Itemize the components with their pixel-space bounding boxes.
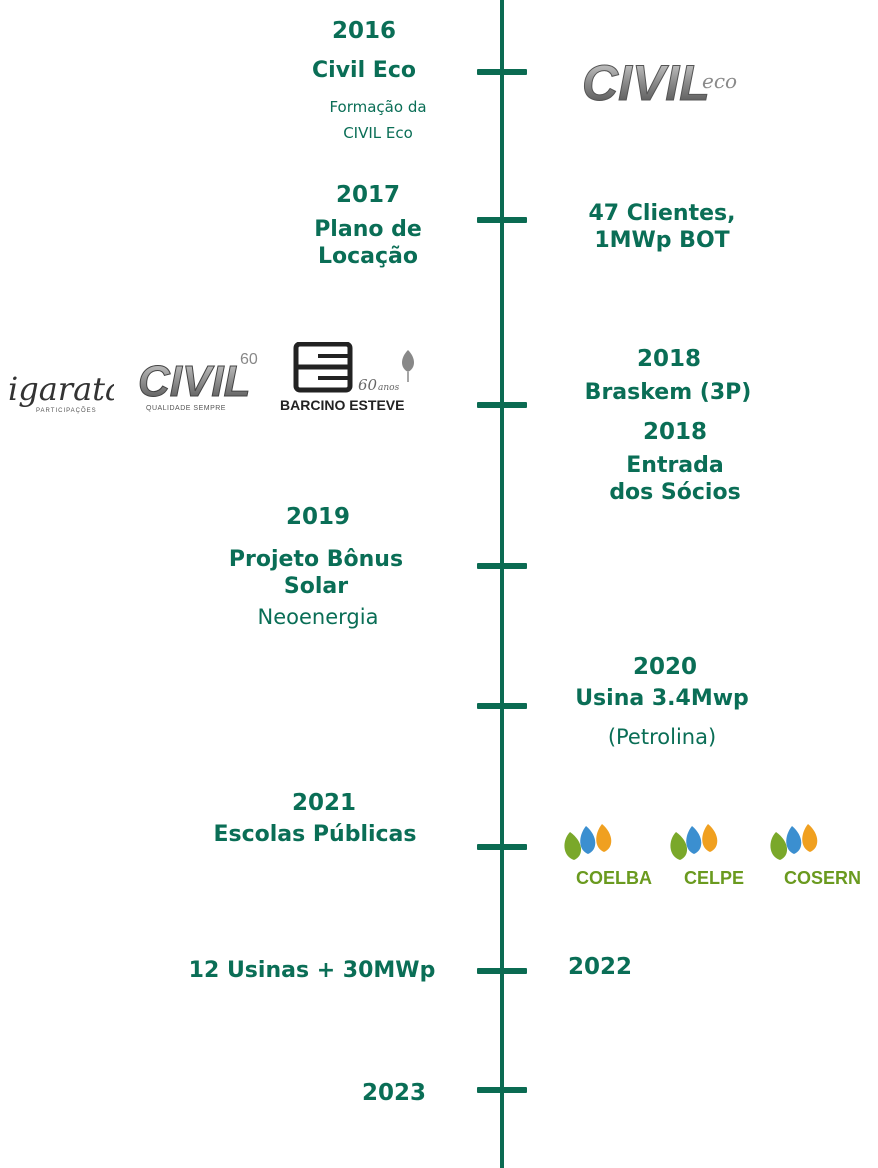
event-desc-line2: CIVIL Eco (343, 124, 413, 142)
event-title-2019: Projeto Bônus Solar (214, 546, 418, 600)
event-title-socios: Entrada dos Sócios (580, 452, 770, 506)
event-right-line1: 47 Clientes, (588, 201, 736, 226)
event-title-2017: Plano de Locação (290, 216, 446, 270)
drop-icon (802, 824, 818, 852)
event-title-line1: Projeto Bônus (228, 547, 404, 572)
event-title-line2: Solar (283, 574, 349, 599)
tick-2022 (477, 968, 527, 974)
leaf-icon (770, 832, 788, 860)
drop-icon (786, 826, 802, 854)
tick-2018 (477, 402, 527, 408)
leaf-icon (564, 832, 582, 860)
celpe-logo: CELPE (666, 820, 762, 890)
event-subtitle-neoenergia: Neoenergia (257, 605, 379, 629)
barcino-esteve-logo: 60 anos BARCINO ESTEVE (278, 341, 430, 416)
year-2020: 2020 (632, 654, 697, 680)
event-desc-2016: Formação da CIVIL Eco (300, 94, 456, 146)
event-title-braskem: Braskem (3P) (584, 380, 752, 405)
drop-icon (580, 826, 596, 854)
event-title-line2: dos Sócios (609, 480, 741, 505)
civil60-logo: CIVIL 60 QUALIDADE SEMPRE (136, 346, 266, 416)
civil-eco-logo: CIVIL eco (580, 54, 750, 112)
drop-icon (686, 826, 702, 854)
tick-2023 (477, 1087, 527, 1093)
year-2023: 2023 (361, 1080, 426, 1106)
year-2022: 2022 (567, 954, 632, 980)
event-title-line2: Locação (317, 244, 419, 269)
barcino-60: 60 (358, 376, 378, 394)
event-title-escolas: Escolas Públicas (213, 822, 417, 847)
event-right-2017: 47 Clientes, 1MWp BOT (562, 200, 762, 254)
year-2021: 2021 (291, 790, 356, 816)
event-desc-line1: Formação da (329, 98, 427, 116)
drop-icon (596, 824, 612, 852)
coelba-text: COELBA (576, 868, 652, 888)
igarata-logo: igaratá PARTICIPAÇÕES (6, 362, 124, 432)
tick-2019 (477, 563, 527, 569)
timeline-axis (500, 0, 504, 1168)
igarata-logo-text: igaratá (8, 370, 114, 408)
year-2018-b: 2018 (642, 419, 707, 445)
civil-eco-logo-text: CIVIL (582, 55, 710, 108)
leaf-icon (670, 832, 688, 860)
leaf-icon (402, 350, 414, 372)
year-2019: 2019 (285, 504, 350, 530)
year-2018-a: 2018 (636, 346, 701, 372)
civil-eco-logo-script: eco (702, 69, 737, 93)
event-subtitle-petrolina: (Petrolina) (607, 725, 717, 749)
tick-2021 (477, 844, 527, 850)
igarata-logo-sub: PARTICIPAÇÕES (36, 407, 97, 414)
event-title-line1: Plano de (314, 217, 422, 242)
event-title-usinas: 12 Usinas + 30MWp (188, 958, 436, 983)
coelba-logo: COELBA (560, 820, 668, 890)
event-title-line1: Entrada (626, 453, 724, 478)
civil60-logo-sub: QUALIDADE SEMPRE (146, 405, 226, 412)
cosern-logo: COSERN (766, 820, 876, 890)
tick-2020 (477, 703, 527, 709)
celpe-text: CELPE (684, 868, 744, 888)
cosern-text: COSERN (784, 868, 861, 888)
barcino-anos: anos (378, 383, 400, 393)
year-2016: 2016 (331, 18, 396, 44)
tick-2016 (477, 69, 527, 75)
event-right-line2: 1MWp BOT (594, 228, 730, 253)
barcino-text: BARCINO ESTEVE (280, 397, 404, 413)
event-title-usina: Usina 3.4Mwp (575, 686, 749, 711)
tick-2017 (477, 217, 527, 223)
year-2017: 2017 (335, 182, 400, 208)
civil60-logo-num: 60 (240, 351, 258, 368)
civil60-logo-text: CIVIL (138, 357, 250, 406)
drop-icon (702, 824, 718, 852)
event-title-civil-eco: Civil Eco (312, 58, 416, 83)
